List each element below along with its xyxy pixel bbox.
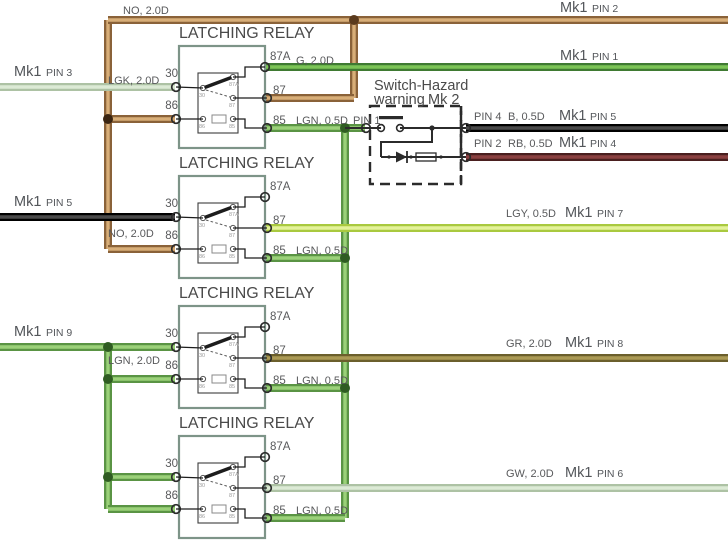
svg-text:LGY, 0.5D: LGY, 0.5D bbox=[506, 208, 556, 220]
svg-text:Mk 2: Mk 2 bbox=[428, 92, 459, 108]
svg-text:Mk1: Mk1 bbox=[14, 324, 41, 340]
svg-text:LGN, 0.5D: LGN, 0.5D bbox=[296, 245, 348, 257]
svg-text:PIN 8: PIN 8 bbox=[597, 338, 623, 350]
svg-text:Mk1: Mk1 bbox=[565, 465, 592, 481]
svg-text:Mk1: Mk1 bbox=[565, 335, 592, 351]
svg-text:RB, 0.5D: RB, 0.5D bbox=[508, 138, 553, 150]
svg-text:G, 2.0D: G, 2.0D bbox=[296, 55, 334, 67]
svg-text:PIN 9: PIN 9 bbox=[46, 327, 72, 339]
svg-text:PIN 2: PIN 2 bbox=[592, 3, 618, 15]
svg-text:LATCHING RELAY: LATCHING RELAY bbox=[179, 415, 315, 432]
svg-text:Mk1: Mk1 bbox=[559, 108, 586, 124]
svg-text:PIN 2: PIN 2 bbox=[474, 138, 502, 150]
svg-text:NO, 2.0D: NO, 2.0D bbox=[123, 5, 169, 17]
svg-text:LGN, 0.5D: LGN, 0.5D bbox=[296, 505, 348, 517]
svg-text:LGK, 2.0D: LGK, 2.0D bbox=[108, 75, 159, 87]
svg-text:NO, 2.0D: NO, 2.0D bbox=[108, 228, 154, 240]
svg-text:LGN, 0.5D: LGN, 0.5D bbox=[296, 115, 348, 127]
svg-text:B, 0.5D: B, 0.5D bbox=[508, 111, 545, 123]
svg-text:PIN 1: PIN 1 bbox=[353, 115, 381, 127]
svg-text:Mk1: Mk1 bbox=[560, 0, 587, 16]
svg-text:PIN 5: PIN 5 bbox=[46, 197, 72, 209]
svg-text:Mk1: Mk1 bbox=[560, 48, 587, 64]
svg-text:Mk1: Mk1 bbox=[14, 64, 41, 80]
svg-text:PIN 1: PIN 1 bbox=[592, 51, 618, 63]
svg-text:PIN 7: PIN 7 bbox=[597, 208, 623, 220]
svg-text:PIN 6: PIN 6 bbox=[597, 468, 623, 480]
svg-text:warning: warning bbox=[373, 92, 425, 108]
svg-text:Mk1: Mk1 bbox=[565, 205, 592, 221]
svg-text:LGN, 0.5D: LGN, 0.5D bbox=[296, 375, 348, 387]
svg-text:Mk1: Mk1 bbox=[14, 194, 41, 210]
svg-text:LGN, 2.0D: LGN, 2.0D bbox=[108, 355, 160, 367]
svg-text:LATCHING RELAY: LATCHING RELAY bbox=[179, 285, 315, 302]
svg-text:LATCHING RELAY: LATCHING RELAY bbox=[179, 155, 315, 172]
svg-text:PIN 3: PIN 3 bbox=[46, 67, 72, 79]
svg-text:PIN 5: PIN 5 bbox=[590, 111, 616, 123]
svg-text:GR, 2.0D: GR, 2.0D bbox=[506, 338, 552, 350]
svg-text:PIN 4: PIN 4 bbox=[590, 138, 616, 150]
svg-text:Mk1: Mk1 bbox=[559, 135, 586, 151]
svg-text:LATCHING RELAY: LATCHING RELAY bbox=[179, 25, 315, 42]
svg-text:GW, 2.0D: GW, 2.0D bbox=[506, 468, 554, 480]
svg-text:PIN 4: PIN 4 bbox=[474, 111, 502, 123]
